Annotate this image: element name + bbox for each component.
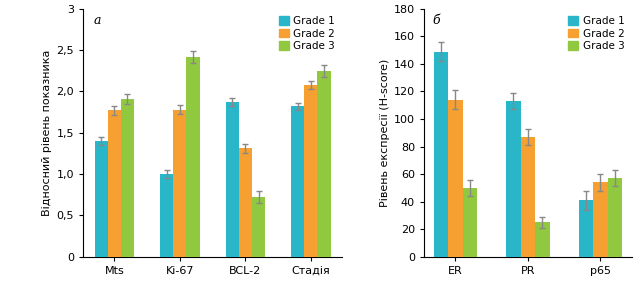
Bar [607, 178, 622, 257]
Text: а: а [93, 14, 101, 27]
Y-axis label: Відносний рівень показника: Відносний рівень показника [42, 50, 52, 216]
Bar [304, 85, 318, 257]
Bar [506, 101, 521, 257]
Y-axis label: Рівень експресії (H-score): Рівень експресії (H-score) [380, 59, 390, 207]
Bar [186, 57, 200, 257]
Bar [535, 222, 549, 257]
Bar [239, 148, 252, 257]
Bar [292, 106, 304, 257]
Bar [174, 110, 186, 257]
Legend: Grade 1, Grade 2, Grade 3: Grade 1, Grade 2, Grade 3 [277, 14, 337, 53]
Bar [593, 182, 607, 257]
Bar [521, 137, 535, 257]
Bar [108, 110, 121, 257]
Bar [121, 99, 134, 257]
Bar [433, 52, 448, 257]
Bar [579, 200, 593, 257]
Bar [463, 188, 477, 257]
Bar [318, 71, 330, 257]
Bar [448, 100, 463, 257]
Text: б: б [433, 14, 440, 27]
Bar [226, 102, 239, 257]
Legend: Grade 1, Grade 2, Grade 3: Grade 1, Grade 2, Grade 3 [566, 14, 627, 53]
Bar [160, 174, 174, 257]
Bar [252, 197, 265, 257]
Bar [94, 141, 108, 257]
